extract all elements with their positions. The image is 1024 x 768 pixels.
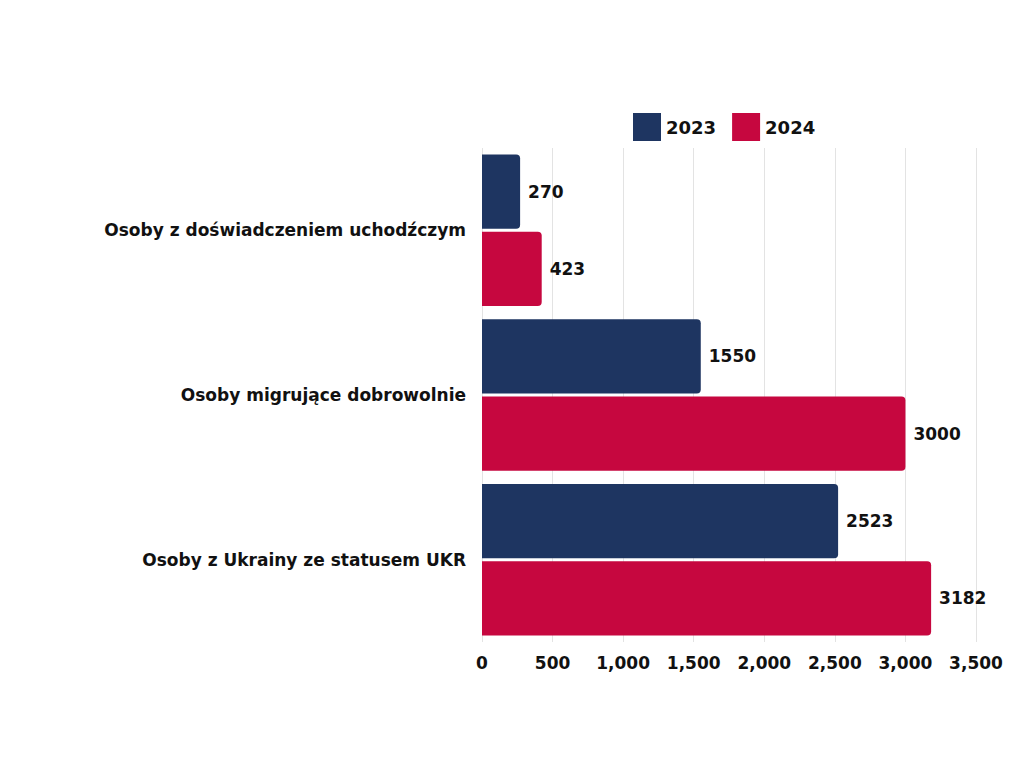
svg-text:2,000: 2,000: [737, 653, 791, 673]
svg-text:1,000: 1,000: [596, 653, 650, 673]
svg-text:270: 270: [528, 182, 564, 202]
svg-text:Osoby migrujące dobrowolnie: Osoby migrujące dobrowolnie: [181, 385, 466, 405]
svg-text:2023: 2023: [666, 117, 716, 138]
svg-text:3,500: 3,500: [949, 653, 1003, 673]
svg-text:2523: 2523: [846, 511, 893, 531]
svg-text:3000: 3000: [913, 424, 960, 444]
svg-text:0: 0: [476, 653, 488, 673]
svg-text:423: 423: [550, 259, 586, 279]
svg-text:1,500: 1,500: [667, 653, 721, 673]
svg-text:500: 500: [535, 653, 571, 673]
svg-text:2,500: 2,500: [808, 653, 862, 673]
svg-text:Osoby z Ukrainy ze statusem UK: Osoby z Ukrainy ze statusem UKR: [142, 550, 466, 570]
svg-text:Osoby z doświadczeniem uchodźc: Osoby z doświadczeniem uchodźczym: [104, 220, 466, 240]
svg-text:1550: 1550: [709, 346, 756, 366]
svg-text:3,000: 3,000: [879, 653, 933, 673]
svg-text:2024: 2024: [765, 117, 815, 138]
svg-text:3182: 3182: [939, 588, 986, 608]
